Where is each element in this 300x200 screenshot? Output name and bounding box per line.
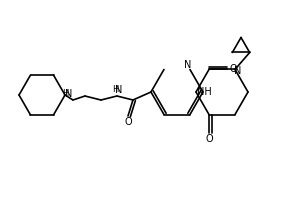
Text: O: O bbox=[229, 64, 237, 74]
Text: H: H bbox=[62, 90, 68, 98]
Text: O: O bbox=[124, 117, 132, 127]
Text: H: H bbox=[112, 86, 118, 95]
Text: NH: NH bbox=[196, 87, 211, 97]
Text: N: N bbox=[234, 66, 242, 76]
Text: N: N bbox=[65, 89, 73, 99]
Text: N: N bbox=[115, 85, 123, 95]
Text: O: O bbox=[205, 134, 213, 144]
Text: N: N bbox=[184, 60, 192, 70]
